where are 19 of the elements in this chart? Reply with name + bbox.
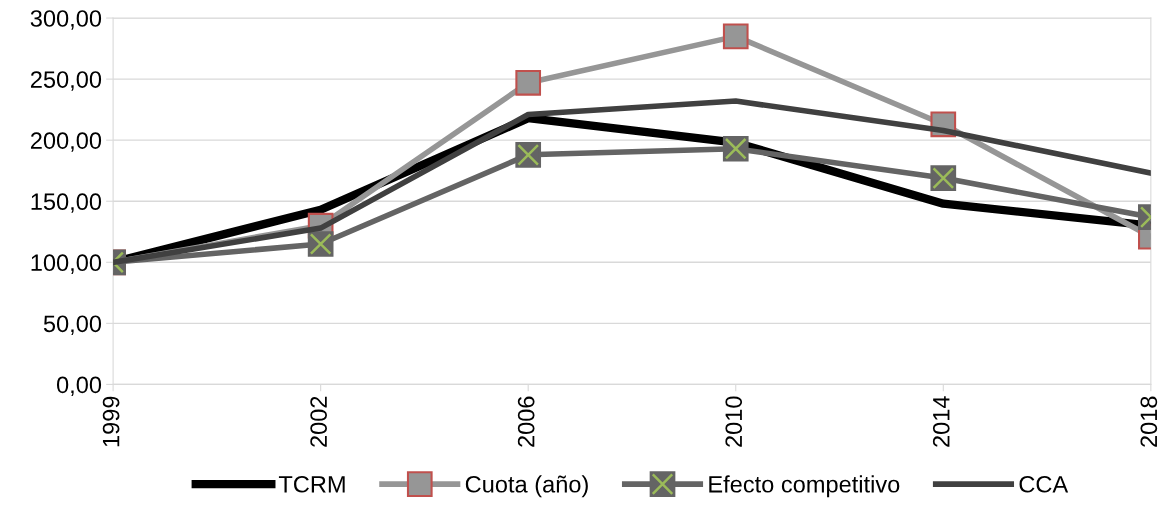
- x-tick-label: 2006: [517, 396, 535, 447]
- x-tick-label: 2018: [1140, 396, 1158, 447]
- x-tick-label: 2014: [932, 396, 950, 447]
- point: [515, 69, 542, 96]
- y-tick-label: 300,00: [30, 10, 102, 30]
- x-tick-label: 2010: [725, 396, 743, 447]
- y-tick-label: 200,00: [30, 132, 102, 152]
- legend-label: CCA: [1019, 475, 1069, 493]
- y-tick-label: 250,00: [30, 71, 102, 91]
- y-tick-label: 50,00: [43, 315, 102, 335]
- y-tick-label: 100,00: [31, 254, 102, 274]
- point: [722, 23, 749, 50]
- y-tick-label: 150,00: [31, 193, 102, 213]
- legend-label: Efecto competitivo: [709, 475, 900, 498]
- x-tick-label: 1999: [102, 396, 120, 447]
- legend-label: TCRM: [278, 475, 345, 493]
- legend-label: Cuota (año): [465, 475, 588, 498]
- x-tick-label: 2002: [310, 396, 327, 447]
- y-tick-label: 0,00: [56, 376, 102, 396]
